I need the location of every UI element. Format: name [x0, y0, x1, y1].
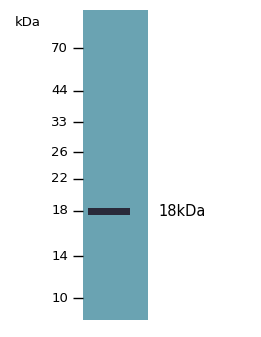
- Bar: [88, 208, 130, 215]
- Text: 22: 22: [51, 173, 68, 185]
- Text: 26: 26: [51, 146, 68, 158]
- Text: 10: 10: [51, 292, 68, 305]
- Text: 18kDa: 18kDa: [158, 204, 205, 218]
- Text: kDa: kDa: [15, 16, 41, 29]
- Text: 70: 70: [51, 41, 68, 55]
- Text: 44: 44: [51, 85, 68, 97]
- Text: 14: 14: [51, 249, 68, 263]
- Bar: [83, 10, 148, 320]
- Text: 18: 18: [51, 205, 68, 217]
- Text: 33: 33: [51, 116, 68, 128]
